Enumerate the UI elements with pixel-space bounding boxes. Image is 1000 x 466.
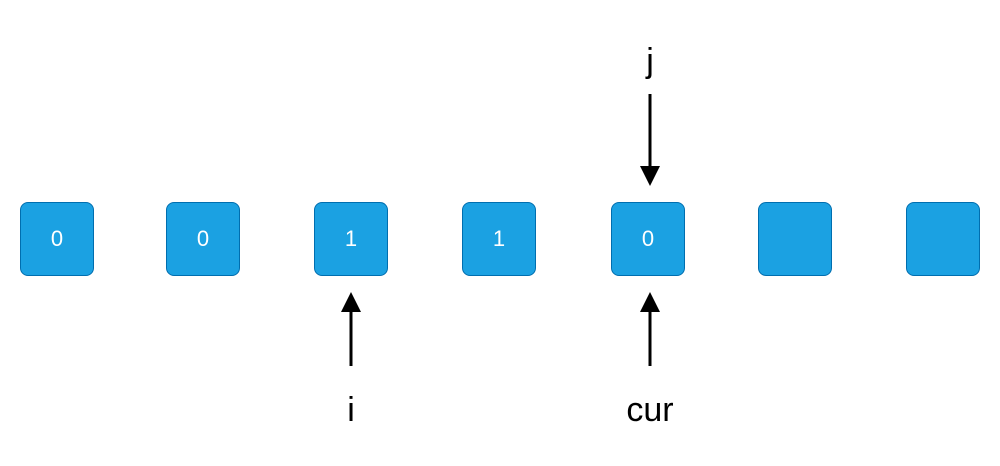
array-cell-5 (758, 202, 832, 276)
pointer-cur-arrow (640, 292, 660, 366)
pointer-j-arrow (640, 94, 660, 186)
pointer-cur-label: cur (626, 391, 674, 429)
pointer-i-label: i (347, 391, 355, 429)
array-cell-0: 0 (20, 202, 94, 276)
array-cell-3: 1 (462, 202, 536, 276)
pointer-i-arrow (341, 292, 361, 366)
array-cell-2: 1 (314, 202, 388, 276)
array-cell-1: 0 (166, 202, 240, 276)
array-cell-6 (906, 202, 980, 276)
array-cell-4: 0 (611, 202, 685, 276)
pointer-j-label: j (646, 42, 654, 80)
